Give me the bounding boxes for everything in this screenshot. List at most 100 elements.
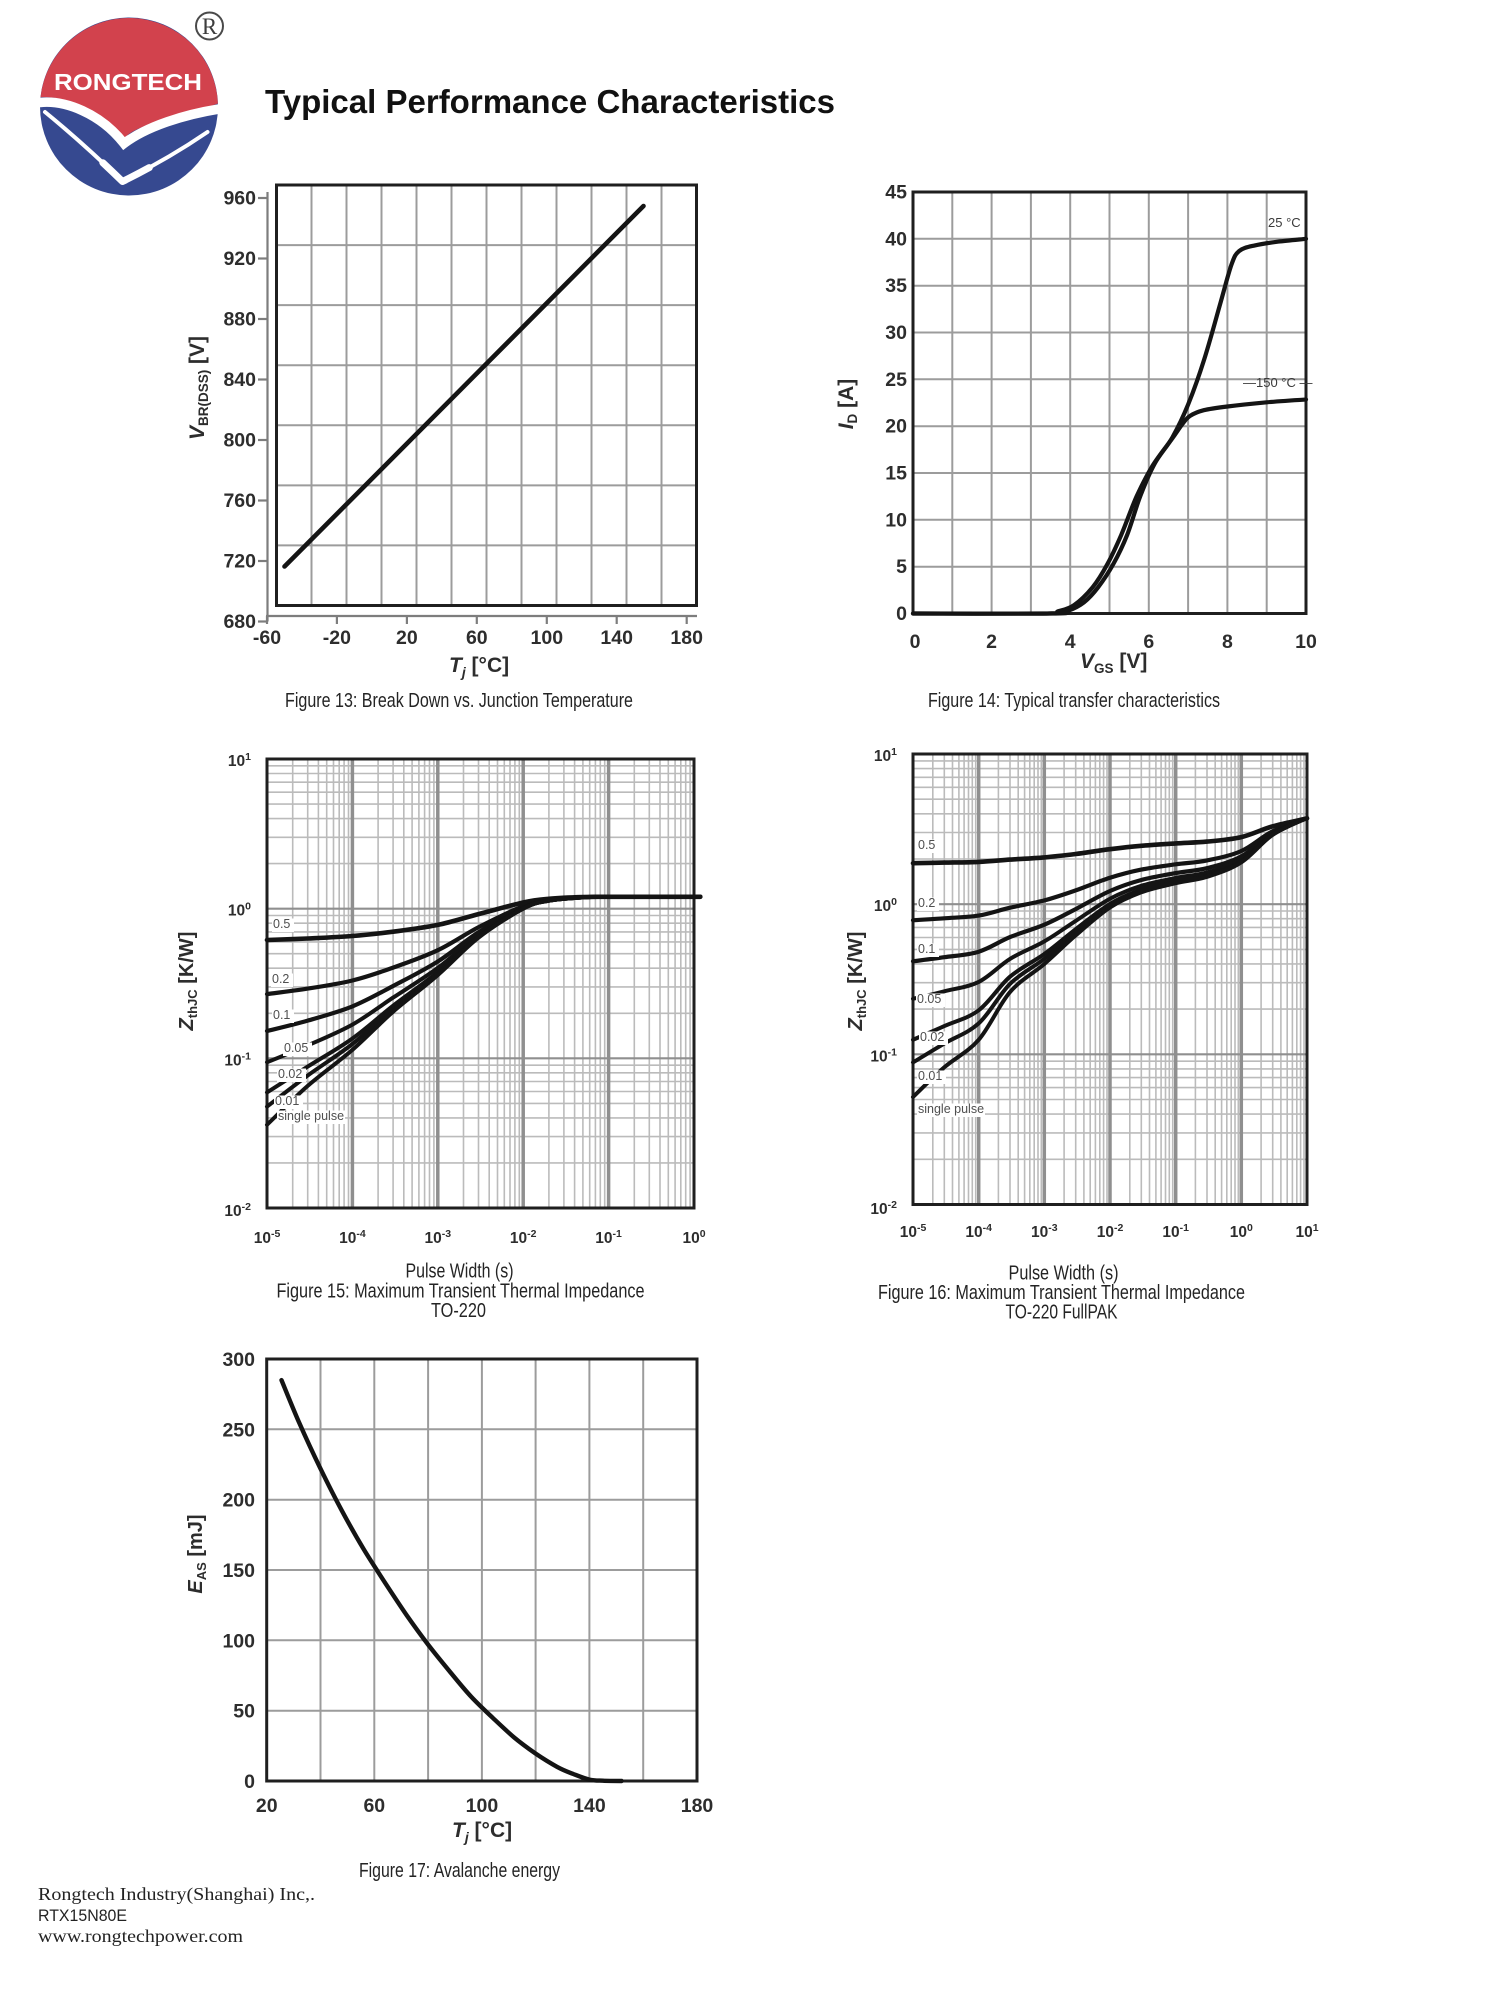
svg-text:0.01: 0.01 <box>918 1069 942 1083</box>
svg-text:180: 180 <box>670 627 703 649</box>
svg-text:4: 4 <box>1065 631 1076 653</box>
svg-text:150: 150 <box>222 1560 255 1582</box>
svg-text:960: 960 <box>223 188 256 210</box>
svg-text:ID [A]: ID [A] <box>835 379 860 430</box>
svg-text:760: 760 <box>223 490 256 512</box>
svg-text:VGS [V]: VGS [V] <box>1080 650 1147 676</box>
svg-text:0: 0 <box>910 631 921 653</box>
svg-text:20: 20 <box>396 627 418 649</box>
svg-text:250: 250 <box>222 1419 255 1441</box>
svg-text:0.1: 0.1 <box>273 1008 290 1022</box>
svg-text:0.2: 0.2 <box>272 972 289 986</box>
svg-text:35: 35 <box>885 275 907 297</box>
svg-text:10-2: 10-2 <box>870 1199 897 1218</box>
svg-text:Pulse Width (s): Pulse Width (s) <box>1009 1262 1119 1285</box>
svg-text:840: 840 <box>223 369 256 391</box>
svg-text:10-5: 10-5 <box>900 1222 927 1241</box>
svg-text:Rongtech Industry(Shanghai) In: Rongtech Industry(Shanghai) Inc,. <box>38 1884 315 1905</box>
svg-text:680: 680 <box>223 611 256 633</box>
svg-text:0.1: 0.1 <box>918 942 935 956</box>
svg-text:TO-220 FullPAK: TO-220 FullPAK <box>1006 1301 1118 1324</box>
svg-text:10-3: 10-3 <box>425 1228 452 1247</box>
svg-text:920: 920 <box>223 248 256 270</box>
svg-text:Pulse Width (s): Pulse Width (s) <box>406 1260 514 1283</box>
svg-text:EAS [mJ]: EAS [mJ] <box>185 1514 209 1593</box>
svg-text:single pulse: single pulse <box>278 1109 344 1123</box>
svg-text:RTX15N80E: RTX15N80E <box>38 1906 127 1925</box>
svg-text:TO-220: TO-220 <box>431 1299 486 1322</box>
svg-text:RONGTECH: RONGTECH <box>54 69 202 95</box>
svg-text:60: 60 <box>466 627 488 649</box>
svg-text:10-2: 10-2 <box>510 1228 537 1247</box>
svg-text:0.5: 0.5 <box>273 917 290 931</box>
svg-text:Figure 13: Break Down vs. Junc: Figure 13: Break Down vs. Junction Tempe… <box>285 689 633 712</box>
svg-text:200: 200 <box>222 1490 255 1512</box>
svg-text:20: 20 <box>256 1795 278 1817</box>
svg-text:8: 8 <box>1222 631 1233 653</box>
svg-text:50: 50 <box>233 1701 255 1723</box>
svg-text:10-2: 10-2 <box>1097 1222 1124 1241</box>
svg-text:ZthJC [K/W]: ZthJC [K/W] <box>176 932 200 1032</box>
svg-text:20: 20 <box>885 416 907 438</box>
svg-text:0.2: 0.2 <box>918 896 935 910</box>
svg-text:—150 °C —: —150 °C — <box>1243 375 1313 390</box>
svg-text:10-4: 10-4 <box>339 1228 366 1247</box>
svg-text:10-2: 10-2 <box>224 1201 251 1220</box>
svg-text:101: 101 <box>1295 1222 1318 1241</box>
svg-text:Typical Performance Characteri: Typical Performance Characteristics <box>265 83 835 120</box>
svg-text:100: 100 <box>466 1795 499 1817</box>
svg-text:140: 140 <box>573 1795 606 1817</box>
svg-text:40: 40 <box>885 228 907 250</box>
svg-text:720: 720 <box>223 551 256 573</box>
svg-text:5: 5 <box>896 556 907 578</box>
svg-text:100: 100 <box>531 627 564 649</box>
svg-text:101: 101 <box>874 746 897 765</box>
svg-text:100: 100 <box>228 901 251 920</box>
svg-text:Figure 16: Maximum Transient T: Figure 16: Maximum Transient Thermal Imp… <box>878 1281 1245 1304</box>
svg-text:60: 60 <box>363 1795 385 1817</box>
svg-text:0: 0 <box>244 1771 255 1793</box>
svg-text:30: 30 <box>885 322 907 344</box>
svg-text:6: 6 <box>1143 631 1154 653</box>
svg-text:25 °C: 25 °C <box>1268 215 1301 230</box>
svg-text:R: R <box>202 14 218 39</box>
svg-text:0: 0 <box>896 603 907 625</box>
svg-text:10: 10 <box>885 509 907 531</box>
svg-text:10: 10 <box>1295 631 1317 653</box>
svg-text:10-3: 10-3 <box>1031 1222 1058 1241</box>
svg-text:25: 25 <box>885 369 907 391</box>
svg-text:0.05: 0.05 <box>284 1041 308 1055</box>
svg-text:0.5: 0.5 <box>918 838 935 852</box>
svg-text:2: 2 <box>986 631 997 653</box>
svg-text:ZthJC [K/W]: ZthJC [K/W] <box>845 932 869 1032</box>
svg-text:800: 800 <box>223 430 256 452</box>
svg-text:180: 180 <box>681 1795 714 1817</box>
svg-text:100: 100 <box>1230 1222 1253 1241</box>
svg-text:Figure 14: Typical transfer ch: Figure 14: Typical transfer characterist… <box>928 689 1220 712</box>
svg-text:140: 140 <box>600 627 633 649</box>
svg-text:single pulse: single pulse <box>918 1102 984 1116</box>
svg-text:10-1: 10-1 <box>870 1046 897 1065</box>
svg-text:Tj [°C]: Tj [°C] <box>452 1819 512 1845</box>
svg-text:45: 45 <box>885 182 907 204</box>
svg-text:10-1: 10-1 <box>224 1050 251 1069</box>
svg-text:-60: -60 <box>253 627 281 649</box>
svg-text:Figure 15: Maximum Transient T: Figure 15: Maximum Transient Thermal Imp… <box>277 1280 645 1303</box>
svg-text:10-4: 10-4 <box>965 1222 992 1241</box>
svg-text:880: 880 <box>223 309 256 331</box>
svg-text:www.rongtechpower.com: www.rongtechpower.com <box>38 1926 243 1946</box>
svg-text:0.01: 0.01 <box>275 1094 299 1108</box>
svg-text:10-5: 10-5 <box>254 1228 281 1247</box>
svg-text:0.02: 0.02 <box>920 1030 944 1044</box>
svg-text:10-1: 10-1 <box>595 1228 622 1247</box>
svg-text:0.05: 0.05 <box>917 992 941 1006</box>
svg-text:100: 100 <box>682 1228 705 1247</box>
svg-text:VBR(DSS) [V]: VBR(DSS) [V] <box>186 336 211 440</box>
svg-text:101: 101 <box>228 751 251 770</box>
svg-text:-20: -20 <box>323 627 351 649</box>
svg-text:0.02: 0.02 <box>278 1067 302 1081</box>
svg-text:Tj [°C]: Tj [°C] <box>449 654 509 680</box>
svg-text:15: 15 <box>885 463 907 485</box>
svg-text:10-1: 10-1 <box>1162 1222 1189 1241</box>
svg-text:300: 300 <box>222 1349 255 1371</box>
